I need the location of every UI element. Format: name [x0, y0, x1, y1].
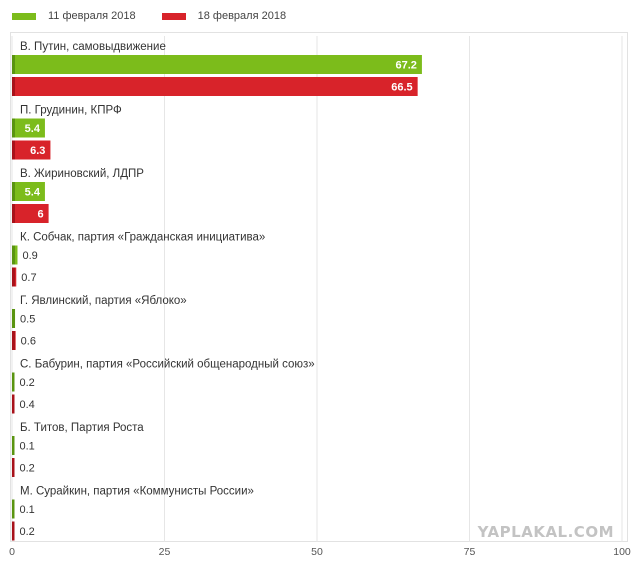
- x-tick-label-2: 50: [311, 546, 323, 558]
- category-label-3: К. Собчак, партия «Гражданская инициатив…: [20, 232, 265, 244]
- value-label-series-0-cat-0: 67.2: [395, 60, 416, 72]
- bar-edge-series-0-cat-1: [12, 118, 15, 138]
- x-tick-label-4: 100: [613, 546, 631, 558]
- bar-edge-series-1-cat-3: [12, 267, 15, 287]
- bar-edge-series-0-cat-3: [12, 245, 15, 265]
- bar-series-0-cat-0: [12, 55, 422, 74]
- bar-edge-series-0-cat-4: [12, 309, 15, 328]
- x-tick-label-0: 0: [9, 546, 15, 558]
- bar-edge-series-1-cat-4: [12, 331, 15, 350]
- legend-swatch-series-a: [12, 12, 36, 20]
- bar-edge-series-1-cat-0: [12, 77, 15, 96]
- bar-edge-series-0-cat-7: [12, 499, 15, 519]
- category-label-6: Б. Титов, Партия Роста: [20, 422, 144, 434]
- bar-edge-series-0-cat-2: [12, 182, 15, 201]
- value-label-series-1-cat-2: 6: [37, 209, 43, 221]
- category-label-0: В. Путин, самовыдвижение: [20, 41, 166, 53]
- bar-edge-series-1-cat-5: [12, 394, 15, 414]
- bar-series-1-cat-2: [12, 204, 49, 223]
- value-label-series-0-cat-1: 5.4: [25, 123, 41, 135]
- chart-legend: 11 февраля 2018 18 февраля 2018: [12, 8, 312, 24]
- bar-edge-series-1-cat-7: [12, 521, 15, 541]
- bar-edge-series-0-cat-6: [12, 436, 15, 455]
- legend-item-series-a[interactable]: 11 февраля 2018: [12, 10, 136, 22]
- legend-label-series-a: 11 февраля 2018: [48, 10, 136, 22]
- category-label-4: Г. Явлинский, партия «Яблоко»: [20, 295, 187, 307]
- category-label-1: П. Грудинин, КПРФ: [20, 105, 122, 117]
- watermark: YAPLAKAL.COM: [477, 523, 614, 541]
- value-label-series-1-cat-4: 0.6: [21, 336, 36, 348]
- bar-series-0-cat-1: [12, 118, 45, 138]
- value-label-series-1-cat-0: 66.5: [391, 82, 412, 94]
- value-label-series-1-cat-7: 0.2: [20, 526, 35, 538]
- plot-frame: [10, 32, 628, 542]
- value-label-series-0-cat-3: 0.9: [22, 250, 37, 262]
- value-label-series-1-cat-1: 6.3: [30, 145, 45, 157]
- category-label-7: М. Сурайкин, партия «Коммунисты России»: [20, 486, 254, 498]
- bar-series-1-cat-1: [12, 140, 51, 160]
- x-tick-label-1: 25: [159, 546, 171, 558]
- bar-edge-series-1-cat-6: [12, 458, 15, 477]
- value-label-series-1-cat-5: 0.4: [20, 399, 35, 411]
- bar-edge-series-1-cat-1: [12, 140, 15, 160]
- value-label-series-0-cat-5: 0.2: [20, 377, 35, 389]
- bar-series-0-cat-2: [12, 182, 45, 201]
- legend-item-series-b[interactable]: 18 февраля 2018: [161, 10, 287, 22]
- legend-label-series-b: 18 февраля 2018: [197, 10, 287, 22]
- bar-edge-series-0-cat-0: [12, 55, 15, 74]
- legend-swatch-series-b: [161, 12, 186, 20]
- x-tick-label-3: 75: [464, 546, 476, 558]
- value-label-series-1-cat-6: 0.2: [20, 463, 35, 475]
- value-label-series-0-cat-4: 0.5: [20, 314, 35, 326]
- bar-series-1-cat-0: [12, 77, 418, 96]
- category-label-5: С. Бабурин, партия «Российский общенарод…: [20, 359, 315, 371]
- value-label-series-0-cat-7: 0.1: [20, 504, 35, 516]
- bar-edge-series-1-cat-2: [12, 204, 15, 223]
- value-label-series-0-cat-2: 5.4: [25, 187, 41, 199]
- bar-edge-series-0-cat-5: [12, 372, 15, 392]
- value-label-series-0-cat-6: 0.1: [20, 441, 35, 453]
- value-label-series-1-cat-3: 0.7: [21, 272, 36, 284]
- category-label-2: В. Жириновский, ЛДПР: [20, 168, 144, 180]
